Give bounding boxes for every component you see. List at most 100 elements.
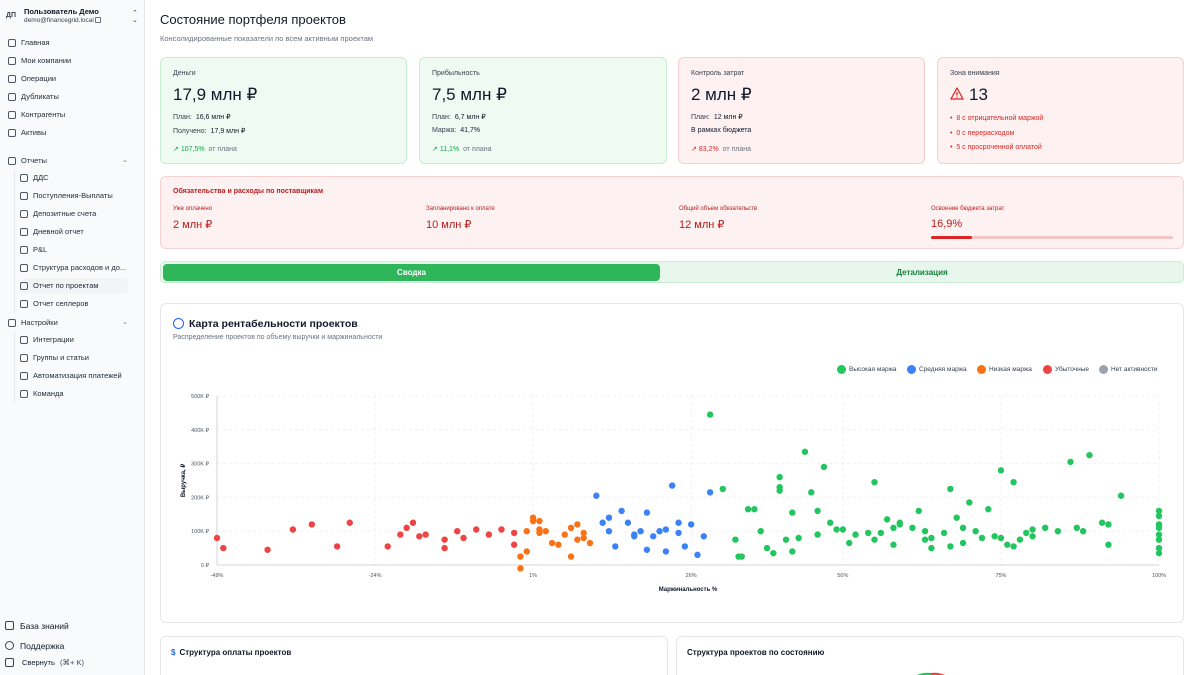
sidebar-item-integrations[interactable]: Интеграции <box>20 332 128 348</box>
team-icon <box>20 390 28 398</box>
card-title: Деньги <box>173 70 196 77</box>
sidebar-item-companies[interactable]: Мои компании <box>8 53 138 69</box>
duplicate-icon <box>8 93 16 101</box>
scatter-point <box>1105 541 1112 548</box>
scatter-point <box>454 528 461 535</box>
scatter-point <box>1023 529 1030 537</box>
y-tick-label: 0 ₽ <box>201 562 210 569</box>
knowledge-base-label: База знаний <box>20 621 69 631</box>
sidebar-item-label: Главная <box>21 38 50 47</box>
sidebar-item-deposits[interactable]: Депозитные счета <box>20 206 128 222</box>
sidebar-item-label: Контрагенты <box>21 110 66 119</box>
sidebar-group-settings[interactable]: Настройки ⌄ <box>8 315 138 331</box>
page-title: Состояние портфеля проектов <box>160 12 346 27</box>
scatter-point <box>1155 531 1163 538</box>
sidebar-item-label: Отчет селлеров <box>33 299 89 308</box>
sidebar-item-team[interactable]: Команда <box>20 386 128 402</box>
usage-label: Освоение бюджета затрат <box>931 206 1005 212</box>
scatter-point <box>1042 524 1049 532</box>
margin-label: Маржа: <box>432 127 457 134</box>
chart-title: Карта рентабельности проектов <box>189 318 358 330</box>
sidebar-item-counterparties[interactable]: Контрагенты <box>8 107 138 123</box>
obligations-title: Обязательства и расходы по поставщикам <box>173 188 324 195</box>
sidebar-item-duplicates[interactable]: Дубликаты <box>8 89 138 105</box>
scatter-point <box>864 529 872 537</box>
sidebar-item-groups[interactable]: Группы и статьи <box>20 350 128 366</box>
tab-details[interactable]: Детализация <box>896 268 948 277</box>
copy-icon[interactable] <box>95 17 101 23</box>
scatter-point <box>580 534 587 542</box>
sidebar-item-label: Дневной отчет <box>33 227 84 236</box>
page-subtitle: Консолидированные показатели по всем акт… <box>160 34 374 43</box>
scatter-point <box>308 521 316 528</box>
scatter-point <box>827 519 834 526</box>
collapse-label: Свернуть <box>22 658 55 667</box>
budget-progress-fill <box>931 236 972 239</box>
x-tick-label: 1% <box>529 573 537 579</box>
sidebar-item-pnl[interactable]: P&L <box>20 242 128 258</box>
sidebar-item-label: Автоматизация платежей <box>33 371 122 380</box>
scatter-point <box>852 531 859 538</box>
sidebar-item-label: Команда <box>33 389 64 398</box>
sidebar-item-inflow-outflow[interactable]: Поступления-Выплаты <box>20 188 128 204</box>
user-switcher[interactable]: ДП Пользователь Демо demo@financegrid.lo… <box>6 6 140 28</box>
attention-item[interactable]: • 0 с перерасходом <box>950 129 1015 137</box>
collapse-button[interactable]: Свернуть (⌘+ K) <box>5 656 135 670</box>
user-name: Пользователь Демо <box>24 7 99 16</box>
scatter-point <box>789 509 796 516</box>
card-value: 2 млн ₽ <box>691 85 752 104</box>
legend-item-none[interactable]: Нет активности <box>1099 365 1158 374</box>
scatter-point <box>789 548 796 555</box>
bolt-icon <box>20 372 28 380</box>
scatter-point <box>656 528 663 535</box>
scatter-point <box>523 548 530 555</box>
scatter-point <box>1010 543 1017 550</box>
margin-row: Маржа: 41,7% <box>432 127 480 134</box>
sidebar-item-home[interactable]: Главная <box>8 35 138 51</box>
users-icon <box>8 111 16 119</box>
received-row: Получено: 17,9 млн ₽ <box>173 127 245 135</box>
sidebar-item-projects-report[interactable]: Отчет по проектам <box>20 278 128 294</box>
sidebar-group-reports[interactable]: Отчеты ⌄ <box>8 153 138 169</box>
scatter-point <box>624 519 632 526</box>
scatter-point <box>839 526 847 533</box>
scatter-point <box>605 528 613 535</box>
sidebar-item-sellers-report[interactable]: Отчет селлеров <box>20 296 128 312</box>
attention-item-label: 0 с перерасходом <box>956 129 1015 137</box>
attention-item[interactable]: • 8 с отрицательной маржой <box>950 115 1044 122</box>
plan-value: 12 млн ₽ <box>713 114 743 121</box>
sidebar-item-operations[interactable]: Операции <box>8 71 138 87</box>
document-icon <box>20 228 28 236</box>
scatter-point <box>593 492 600 499</box>
plan-row: План: 16,6 млн ₽ <box>173 113 231 121</box>
scatter-point <box>719 485 726 493</box>
support-link[interactable]: Поддержка <box>5 639 135 653</box>
scatter-point <box>289 526 297 533</box>
knowledge-base-link[interactable]: База знаний <box>5 619 135 633</box>
arrow-up-icon: ↗ <box>173 146 179 153</box>
scatter-point <box>883 516 891 523</box>
budget-status: В рамках бюджета <box>691 127 752 134</box>
legend-item-loss[interactable]: Убыточные <box>1043 365 1089 374</box>
legend-item-high[interactable]: Высокая маржа <box>837 365 897 374</box>
scatter-plot[interactable]: 0 ₽ 100K ₽ 200K ₽ 300K ₽ 400K ₽ 500K ₽ -49% -24… <box>161 304 1185 624</box>
legend-item-low[interactable]: Низкая маржа <box>977 365 1032 374</box>
scatter-point <box>763 544 771 552</box>
attention-item[interactable]: • 5 с просроченной оплатой <box>950 144 1042 151</box>
sidebar-item-dds[interactable]: ДДС <box>20 170 128 186</box>
legend-label: Нет активности <box>1111 366 1158 373</box>
scatter-point <box>776 473 783 481</box>
scatter-point <box>757 528 764 535</box>
sidebar-item-automation[interactable]: Автоматизация платежей <box>20 368 128 384</box>
donut-chart-top <box>917 672 945 675</box>
chevron-updown-icon[interactable]: ⌃ ⌄ <box>132 10 138 24</box>
tab-summary[interactable]: Сводка <box>163 264 660 281</box>
legend-item-mid[interactable]: Средняя маржа <box>907 365 967 374</box>
sidebar-item-assets[interactable]: Активы <box>8 125 138 141</box>
scatter-point <box>567 524 575 532</box>
percent-note: от плана <box>722 146 751 153</box>
sidebar-item-daily[interactable]: Дневной отчет <box>20 224 128 240</box>
sidebar-item-label: Мои компании <box>21 56 72 65</box>
sidebar-item-expense-structure[interactable]: Структура расходов и до... <box>20 260 128 276</box>
user-email: demo@financegrid.local <box>24 17 94 24</box>
